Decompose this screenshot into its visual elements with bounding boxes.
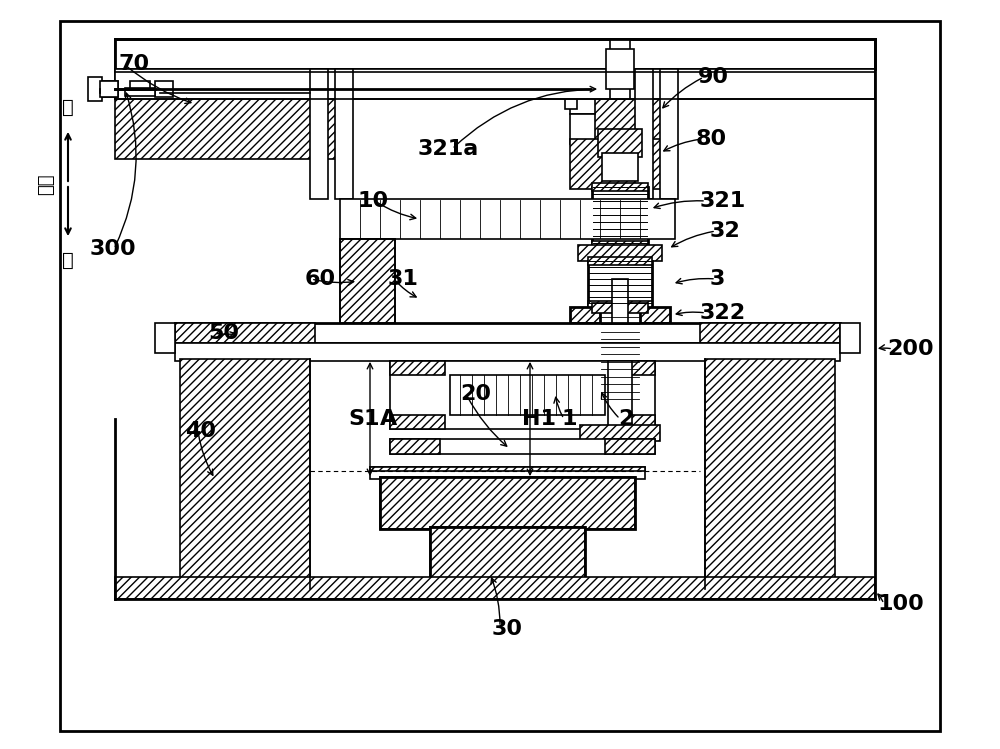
Text: 31: 31 <box>388 269 419 289</box>
Bar <box>115 577 875 599</box>
Bar <box>660 69 678 199</box>
Bar <box>570 114 595 144</box>
Bar <box>100 81 118 97</box>
Bar <box>340 239 395 323</box>
Bar <box>180 359 310 589</box>
Bar <box>175 343 840 361</box>
Bar <box>100 81 118 97</box>
Bar <box>580 425 660 441</box>
Bar <box>390 439 655 454</box>
Text: 60: 60 <box>305 269 336 289</box>
Text: 80: 80 <box>696 129 727 149</box>
Bar <box>590 39 675 144</box>
Text: H1: H1 <box>522 409 556 429</box>
Bar <box>610 39 630 99</box>
Text: 322: 322 <box>700 303 746 323</box>
Text: 321: 321 <box>700 191 746 211</box>
Bar <box>598 129 642 157</box>
Text: 20: 20 <box>460 384 491 404</box>
Bar <box>578 245 662 261</box>
Bar <box>610 361 655 375</box>
Text: 上: 上 <box>62 98 74 117</box>
Text: 32: 32 <box>710 221 741 241</box>
Bar <box>605 439 655 454</box>
Bar <box>592 303 648 313</box>
Bar <box>602 153 638 181</box>
Bar <box>570 64 595 114</box>
Bar <box>592 393 648 403</box>
Bar <box>840 323 860 353</box>
Bar <box>610 265 638 277</box>
Bar <box>592 241 648 249</box>
Bar <box>612 279 628 439</box>
Bar <box>125 88 155 96</box>
Bar <box>60 21 940 731</box>
Text: 300: 300 <box>90 239 137 259</box>
Bar <box>390 361 655 429</box>
Bar <box>635 69 653 199</box>
Bar <box>340 239 395 323</box>
Bar <box>115 39 875 69</box>
Bar <box>570 139 675 189</box>
Bar <box>610 415 655 429</box>
Bar <box>335 69 353 199</box>
Text: 2: 2 <box>618 409 633 429</box>
Text: 轴向: 轴向 <box>37 173 55 195</box>
Bar <box>155 81 173 97</box>
Bar <box>705 359 835 589</box>
Bar <box>570 307 670 323</box>
Text: A: A <box>380 409 397 429</box>
Bar <box>588 301 652 309</box>
Text: 下: 下 <box>62 251 74 270</box>
Bar <box>370 467 645 479</box>
Bar <box>88 77 102 101</box>
Text: 50: 50 <box>208 323 239 343</box>
Bar <box>700 323 840 343</box>
Bar <box>155 323 175 353</box>
Bar <box>390 415 445 429</box>
Bar <box>130 81 150 89</box>
Text: 1: 1 <box>562 409 578 429</box>
Text: 90: 90 <box>698 67 729 87</box>
Bar <box>380 477 635 529</box>
Bar <box>430 527 585 579</box>
Bar <box>175 323 315 343</box>
Bar <box>588 261 652 309</box>
Text: S1: S1 <box>348 409 380 429</box>
Text: 200: 200 <box>887 339 934 359</box>
Text: 10: 10 <box>358 191 389 211</box>
Text: 30: 30 <box>492 619 523 639</box>
Bar <box>600 309 640 399</box>
Bar <box>565 69 577 109</box>
Bar <box>175 323 840 343</box>
Bar <box>606 49 634 89</box>
Text: 3: 3 <box>710 269 725 289</box>
Bar <box>180 585 835 599</box>
Text: 321a: 321a <box>418 139 479 159</box>
Bar <box>340 199 675 239</box>
Bar <box>613 187 635 269</box>
Bar <box>608 361 632 429</box>
Bar <box>450 375 605 415</box>
Bar <box>115 69 875 99</box>
Bar <box>310 69 328 199</box>
Text: 70: 70 <box>118 54 149 74</box>
Bar <box>180 585 835 599</box>
Bar <box>588 257 652 265</box>
Bar <box>592 187 648 249</box>
Text: 100: 100 <box>878 594 925 614</box>
Bar <box>370 467 645 471</box>
Bar <box>390 439 440 454</box>
Bar <box>380 477 635 529</box>
Bar <box>115 39 340 159</box>
Bar <box>592 183 648 191</box>
Bar <box>430 527 585 579</box>
Text: 40: 40 <box>185 421 216 441</box>
Bar <box>390 361 445 375</box>
